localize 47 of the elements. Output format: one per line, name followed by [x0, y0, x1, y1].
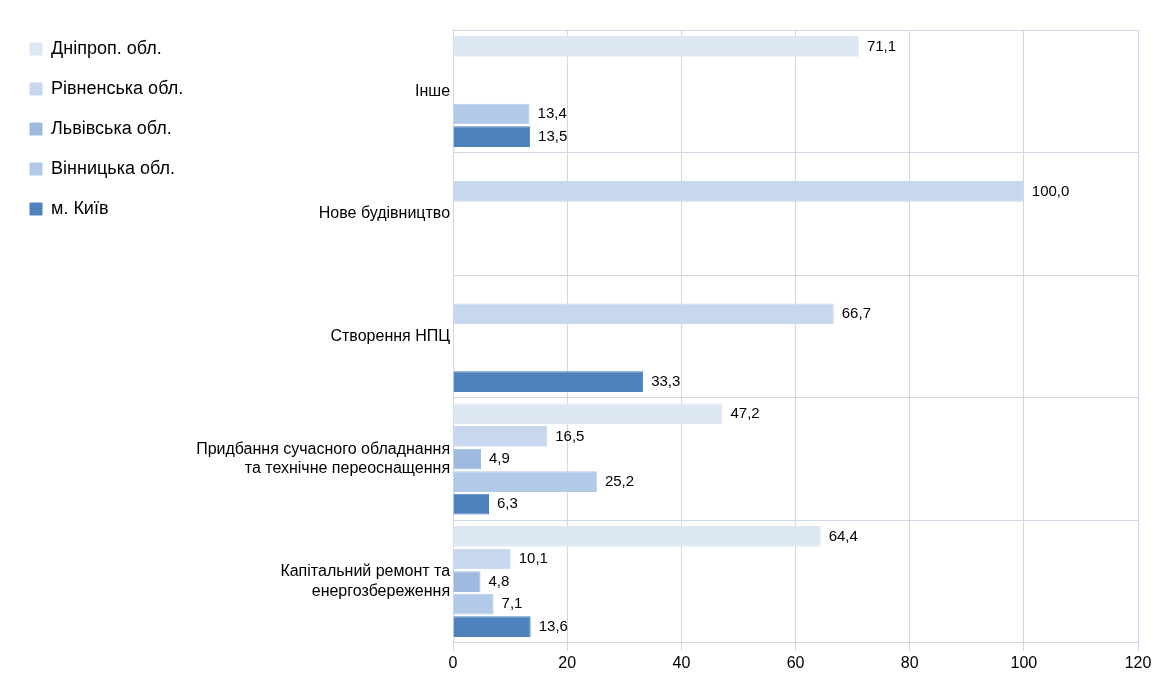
data-label: 64,4 — [828, 526, 858, 544]
legend-label: Рівненська обл. — [51, 77, 184, 98]
data-label: 25,2 — [604, 471, 635, 489]
bar — [453, 616, 531, 637]
x-tick-label: 20 — [558, 653, 577, 671]
x-tick-label: 40 — [672, 653, 691, 671]
data-label: 7,1 — [501, 594, 523, 612]
bar — [453, 493, 490, 515]
data-label: 47,2 — [730, 404, 760, 422]
bar — [453, 471, 597, 492]
bar — [453, 593, 494, 615]
bar — [453, 403, 723, 425]
data-label: 4,9 — [489, 449, 510, 467]
y-tick-label: Капітальний ремонт та енергозбереження — [280, 562, 451, 599]
legend-label: Вінницька обл. — [51, 157, 175, 178]
bar — [453, 571, 481, 592]
data-label: 33,3 — [651, 371, 681, 389]
x-tick-label: 120 — [1124, 653, 1152, 671]
data-label: 13,5 — [538, 126, 568, 144]
data-label: 13,6 — [538, 616, 568, 634]
data-label: 71,1 — [866, 36, 897, 54]
y-tick-label: Інше — [415, 81, 451, 99]
legend-label: Дніпроп. обл. — [51, 37, 162, 58]
bar — [453, 426, 548, 447]
bar — [453, 36, 859, 57]
x-tick-label: 100 — [1010, 653, 1038, 671]
data-label: 4,8 — [488, 571, 510, 589]
x-tick-label: 80 — [900, 653, 919, 671]
y-tick-label: Створення НПЦ — [330, 326, 451, 344]
data-label: 100,0 — [1031, 181, 1070, 199]
bar — [453, 448, 482, 470]
y-tick-label: Нове будівництво — [318, 204, 451, 222]
legend-label: Львівська обл. — [51, 117, 172, 138]
y-tick-label: Придбання сучасного обладнання та технічне переоснащення — [196, 439, 451, 477]
data-label: 66,7 — [841, 304, 871, 322]
data-label: 13,4 — [537, 104, 567, 122]
bar — [453, 526, 821, 547]
bar — [453, 103, 530, 125]
bar — [453, 548, 511, 570]
data-label: 16,5 — [555, 426, 585, 444]
legend-label: м. Київ — [51, 197, 109, 218]
bar — [453, 126, 531, 147]
x-tick-label: 0 — [448, 653, 458, 671]
data-label: 6,3 — [497, 494, 518, 512]
data-label: 10,1 — [518, 549, 548, 567]
x-tick-label: 60 — [786, 653, 805, 671]
bar — [453, 371, 644, 392]
